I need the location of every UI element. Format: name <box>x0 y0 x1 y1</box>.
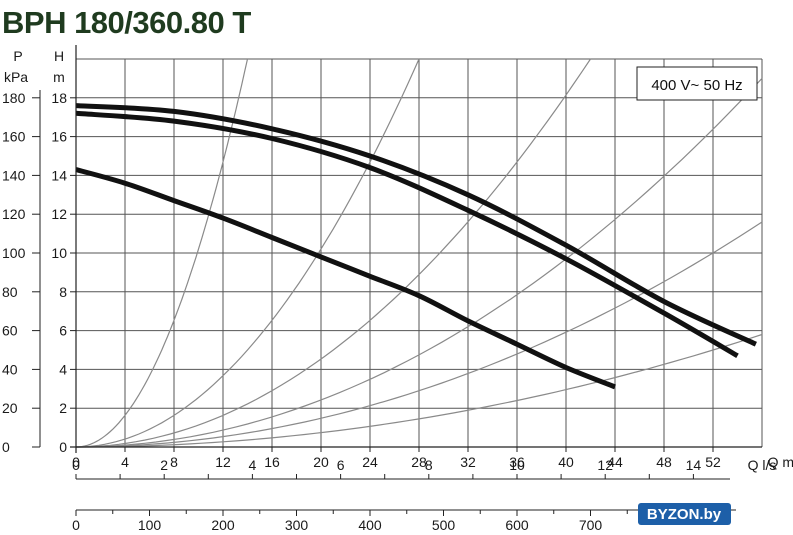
y-tick-label: 10 <box>51 245 67 261</box>
y-axis-unit: m <box>53 69 65 85</box>
system-curve <box>75 58 249 448</box>
system-curve <box>76 333 763 448</box>
p-tick-label: 0 <box>2 439 10 455</box>
watermark-text: BYZON.by <box>647 506 722 523</box>
chart-title: BPH 180/360.80 T <box>2 5 251 40</box>
ls-tick-label: 8 <box>425 457 433 473</box>
x-tick-label: 16 <box>264 454 280 470</box>
y-tick-label: 8 <box>59 284 67 300</box>
p-tick-label: 120 <box>2 206 26 222</box>
lm-tick-label: 100 <box>138 517 162 533</box>
pump-curve-1 <box>75 103 757 347</box>
pump-curve-3 <box>75 167 616 390</box>
x-tick-label: 52 <box>705 454 721 470</box>
ls-tick-label: 6 <box>337 457 345 473</box>
p-tick-label: 40 <box>2 361 18 377</box>
pump-curve-2 <box>75 110 739 358</box>
p-tick-label: 180 <box>2 90 26 106</box>
y-tick-label: 6 <box>59 323 67 339</box>
ls-tick-label: 14 <box>686 457 702 473</box>
axes <box>32 45 762 516</box>
watermark: BYZON.by <box>638 503 731 525</box>
x-tick-label: 44 <box>607 454 623 470</box>
ls-tick-label: 4 <box>249 457 257 473</box>
x-tick-label: 48 <box>656 454 672 470</box>
x-tick-label: 4 <box>121 454 129 470</box>
grid <box>76 58 763 447</box>
y-tick-label: 18 <box>51 90 67 106</box>
p-tick-label: 100 <box>2 245 26 261</box>
system-curve <box>75 77 763 448</box>
p-tick-label: 80 <box>2 284 18 300</box>
lm-tick-label: 300 <box>285 517 309 533</box>
x-axis-label: Q m³/h <box>768 454 793 470</box>
y-tick-label: 2 <box>59 400 67 416</box>
x-tick-label: 8 <box>170 454 178 470</box>
p-axis-label: P <box>13 48 22 64</box>
lm-tick-label: 400 <box>358 517 382 533</box>
legend-label: 400 V~ 50 Hz <box>651 77 742 94</box>
y-axis-label: H <box>54 48 64 64</box>
ls-tick-label: 0 <box>72 457 80 473</box>
lm-tick-label: 700 <box>579 517 603 533</box>
x-tick-label: 12 <box>215 454 231 470</box>
y-tick-label: 0 <box>59 439 67 455</box>
x-tick-label: 32 <box>460 454 476 470</box>
legend-box: 400 V~ 50 Hz <box>636 66 758 101</box>
y-tick-label: 4 <box>59 361 67 377</box>
x-tick-label: 20 <box>313 454 329 470</box>
ls-tick-label: 2 <box>160 457 168 473</box>
ls-tick-label: 12 <box>597 457 613 473</box>
lm-tick-label: 0 <box>72 517 80 533</box>
x-tick-label: 28 <box>411 454 427 470</box>
lm-tick-label: 600 <box>505 517 529 533</box>
tick-labels: 024681012141618Hm02040608010012014016018… <box>2 48 793 533</box>
x-tick-label: 40 <box>558 454 574 470</box>
system-curve <box>75 58 420 448</box>
y-tick-label: 14 <box>51 167 67 183</box>
p-tick-label: 60 <box>2 323 18 339</box>
ls-tick-label: 10 <box>509 457 525 473</box>
y-tick-label: 16 <box>51 129 67 145</box>
x-tick-label: 0 <box>72 454 80 470</box>
p-axis-unit: kPa <box>4 69 28 85</box>
x-tick-label: 24 <box>362 454 378 470</box>
y-tick-label: 12 <box>51 206 67 222</box>
lm-tick-label: 200 <box>211 517 235 533</box>
lm-tick-label: 500 <box>432 517 456 533</box>
system-curve <box>75 58 591 448</box>
p-tick-label: 160 <box>2 129 26 145</box>
x-tick-label: 36 <box>509 454 525 470</box>
pump-curves <box>75 103 757 390</box>
p-tick-label: 140 <box>2 167 26 183</box>
ls-axis-label: Q l/s <box>748 457 777 473</box>
p-tick-label: 20 <box>2 400 18 416</box>
